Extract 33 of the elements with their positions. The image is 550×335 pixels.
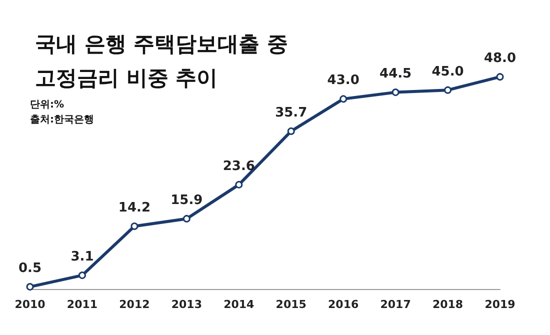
chart-title: 국내 은행 주택담보대출 중 고정금리 비중 추이 xyxy=(35,32,288,90)
x-tick-label: 2019 xyxy=(484,298,516,311)
point xyxy=(392,88,400,96)
data-label: 0.5 xyxy=(18,261,42,276)
data-label: 44.5 xyxy=(380,66,412,82)
point xyxy=(78,272,86,280)
data-label: 3.1 xyxy=(70,250,94,265)
annotation: 출처:한국은행 xyxy=(30,114,94,126)
x-tick-label: 2017 xyxy=(380,298,411,311)
x-tick-label: 2011 xyxy=(66,298,98,311)
data-label: 43.0 xyxy=(327,73,360,88)
point xyxy=(235,180,243,188)
point xyxy=(130,222,138,230)
x-tick-label: 2018 xyxy=(432,298,464,311)
x-tick-label: 2014 xyxy=(224,298,255,311)
point xyxy=(444,86,452,94)
data-label: 15.9 xyxy=(170,192,203,208)
text: 단위:% xyxy=(30,100,64,110)
point xyxy=(496,73,504,81)
point xyxy=(340,95,348,103)
point xyxy=(182,214,190,222)
x-tick-label: 2013 xyxy=(171,298,202,311)
x-tick-label: 2012 xyxy=(119,298,150,311)
point xyxy=(287,127,295,135)
x-tick-label: 2010 xyxy=(14,298,46,311)
data-label: 45.0 xyxy=(432,64,464,80)
data-label: 48.0 xyxy=(484,51,516,66)
data-label: 35.7 xyxy=(275,105,308,120)
point xyxy=(26,283,34,291)
x-tick-label: 2016 xyxy=(328,298,359,311)
x-tick-label: 2015 xyxy=(276,298,306,311)
data-label: 23.6 xyxy=(222,158,255,174)
data-label: 14.2 xyxy=(118,200,150,216)
